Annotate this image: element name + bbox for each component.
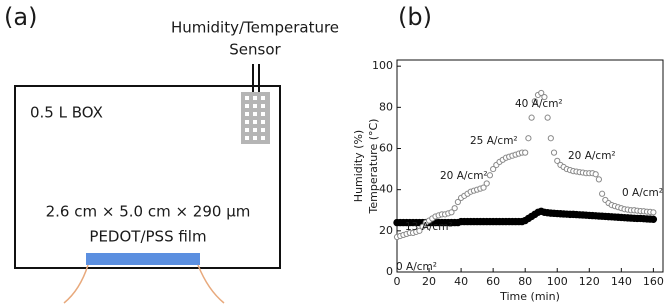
data-point (490, 165, 497, 173)
data-point (595, 176, 603, 183)
x-tick-label: 120 (579, 275, 600, 288)
data-point (454, 198, 461, 206)
x-tick-label: 20 (422, 275, 436, 288)
sensor-dot (261, 104, 265, 108)
annotation: 13 A/cm² (405, 221, 453, 233)
sensor-dot (253, 136, 257, 140)
data-point (544, 114, 551, 121)
annotation: 0 A/cm² (396, 261, 437, 273)
data-point (522, 149, 529, 156)
plot-frame (396, 59, 664, 273)
sensor-dot (245, 104, 249, 108)
x-tick-label: 60 (486, 275, 500, 288)
sensor-dot (253, 96, 257, 100)
data-point (419, 223, 426, 230)
data-point (480, 184, 487, 191)
data-point (649, 215, 658, 224)
sensor-dot (245, 112, 249, 116)
y-axis-title: Temperature (°C) (367, 119, 380, 215)
wire (197, 264, 225, 304)
x-tick-label: 40 (454, 275, 468, 288)
sensor-label: Sensor (229, 41, 281, 59)
data-point (650, 209, 657, 216)
data-point (525, 135, 532, 142)
sensor-dot (261, 136, 265, 140)
data-point (448, 209, 455, 216)
y-tick-label: 40 (379, 183, 393, 196)
sensor-dot (245, 128, 249, 132)
sensor-dot (253, 120, 257, 124)
sensor-dot (261, 120, 265, 124)
data-point (541, 93, 548, 101)
sensor (241, 92, 270, 144)
data-point (483, 180, 490, 187)
x-tick-label: 140 (611, 275, 632, 288)
x-tick-label: 100 (547, 275, 568, 288)
data-point (554, 157, 561, 164)
sensor-dot (253, 128, 257, 132)
data-point (547, 135, 554, 142)
data-point (528, 114, 535, 121)
wire (63, 264, 89, 304)
data-point (531, 98, 538, 105)
film-dimensions: 2.6 cm × 5.0 cm × 290 μm (46, 203, 251, 221)
x-tick-label: 160 (643, 275, 664, 288)
film (86, 253, 200, 265)
panel-label: (b) (398, 3, 432, 31)
x-tick-label: 0 (394, 275, 401, 288)
data-point (416, 227, 423, 234)
film-label: PEDOT/PSS film (89, 228, 206, 246)
y-tick-label: 60 (379, 142, 393, 155)
annotation: 0 A/cm² (622, 187, 663, 199)
data-point (486, 172, 494, 179)
annotation: 20 A/cm² (568, 150, 616, 162)
sensor-dot (261, 96, 265, 100)
sensor-dot (245, 120, 249, 124)
sensor-dot (245, 96, 249, 100)
sensor-dot (253, 104, 257, 108)
sensor-dot (261, 112, 265, 116)
x-axis-title: Time (min) (499, 290, 560, 303)
data-point (451, 205, 458, 212)
panel-label: (a) (4, 3, 37, 31)
data-point (538, 89, 545, 97)
annotation: 25 A/cm² (470, 135, 518, 147)
box-label: 0.5 L BOX (30, 104, 103, 122)
data-point (599, 190, 606, 197)
y-tick-label: 80 (379, 100, 393, 113)
annotation: 20 A/cm² (440, 170, 488, 182)
sensor-dot (253, 112, 257, 116)
y-axis-title: Humidity (%) (352, 130, 365, 202)
sensor-dot (245, 136, 249, 140)
annotation: 40 A/cm² (515, 98, 563, 110)
y-tick-label: 100 (372, 59, 393, 72)
data-point (550, 149, 558, 156)
sensor-label: Humidity/Temperature (171, 19, 339, 37)
data-point (592, 171, 599, 178)
x-tick-label: 80 (518, 275, 532, 288)
sensor-dot (261, 128, 265, 132)
box (14, 85, 281, 269)
y-tick-label: 20 (379, 224, 393, 237)
y-tick-label: 0 (386, 265, 393, 278)
